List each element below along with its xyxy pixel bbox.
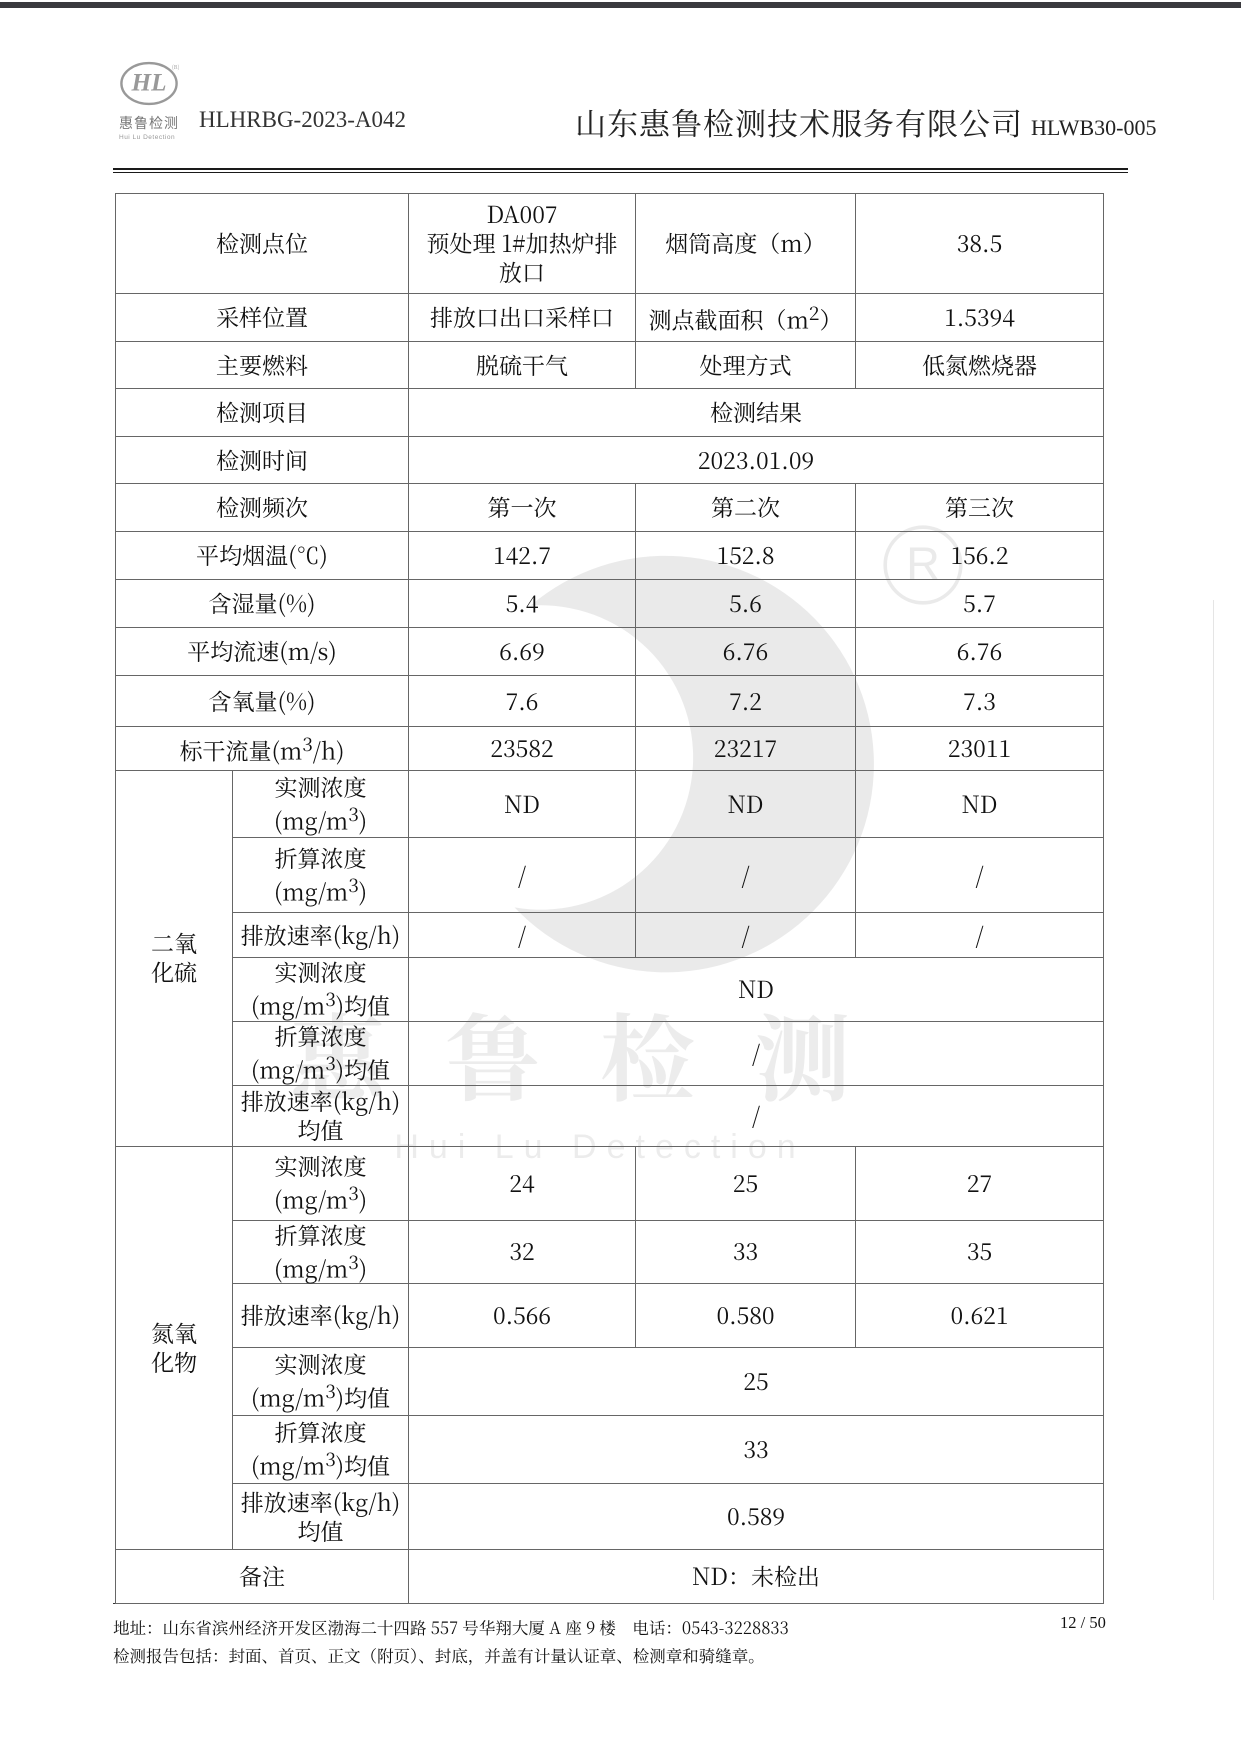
svg-text:HL: HL: [131, 70, 167, 97]
svg-text:(R): (R): [172, 63, 179, 71]
